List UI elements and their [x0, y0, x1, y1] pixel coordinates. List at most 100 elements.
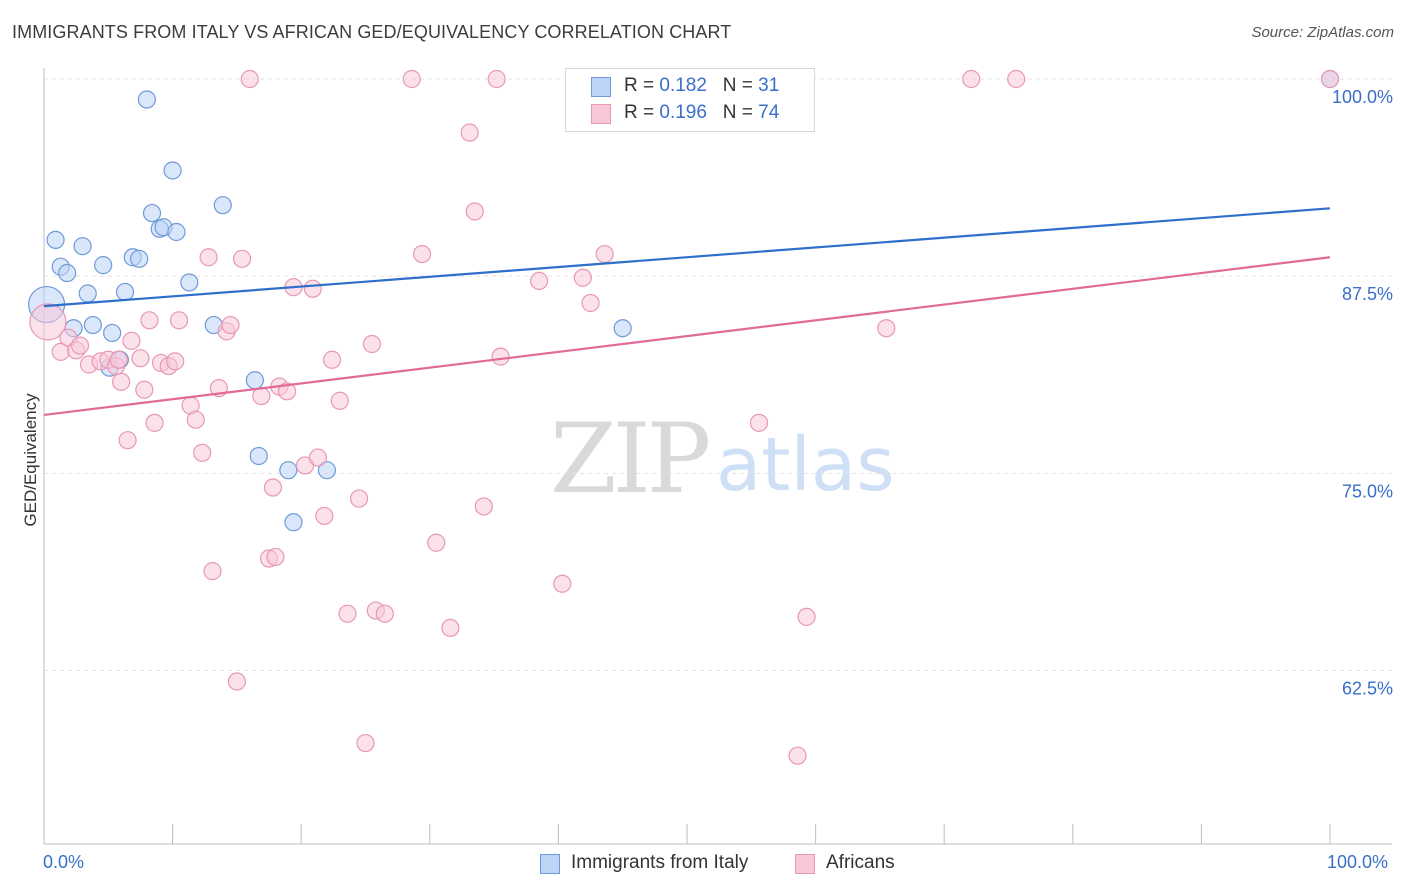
italy-point [115, 282, 135, 302]
legend-label-africans: Africans [826, 852, 895, 873]
africans-point [135, 380, 154, 399]
africans-point [308, 448, 328, 467]
africans-point [166, 352, 185, 371]
africans-point [303, 279, 322, 298]
n-value-italy: 31 [758, 75, 780, 96]
africans-point [375, 604, 394, 623]
y-tick-label: 100.0% [1332, 87, 1393, 107]
africans-point [140, 311, 159, 330]
africans-point [427, 533, 446, 552]
italy-point [142, 203, 162, 223]
africans-point [70, 336, 90, 355]
africans-point [474, 497, 493, 516]
italy-point [137, 90, 156, 109]
r-value-africans: 0.196 [659, 102, 707, 123]
italy-point [83, 315, 102, 335]
africans-point [315, 506, 334, 526]
africans-point [553, 574, 572, 593]
grid-layer [44, 78, 1392, 671]
africans-point [362, 334, 382, 354]
r-label: R = [624, 75, 655, 96]
africans-point [441, 618, 460, 638]
italy-point [94, 256, 113, 275]
africans-point [460, 123, 479, 142]
italy-trend-line [43, 207, 1331, 308]
africans-point [145, 413, 164, 432]
africans-point [356, 733, 375, 753]
italy-legend-swatch [540, 854, 560, 874]
y-tick-label: 87.5% [1342, 284, 1393, 304]
africans-point [266, 547, 285, 567]
africans-point [749, 413, 769, 432]
africans-point [487, 69, 506, 89]
chart-title: IMMIGRANTS FROM ITALY VS AFRICAN GED/EQU… [12, 22, 732, 42]
africans-point [402, 69, 421, 89]
italy-point [163, 161, 182, 180]
africans-point [122, 331, 141, 350]
trend-layer [43, 207, 1331, 417]
africans-point [193, 443, 212, 462]
africans-point [112, 372, 131, 391]
africans-swatch [591, 104, 611, 124]
r-value-italy: 0.182 [659, 75, 707, 96]
africans-point [412, 244, 432, 264]
africans-point [465, 202, 484, 221]
italy-point [613, 319, 632, 338]
axis-layer: 62.5% 75.0% 87.5% 100.0% [43, 68, 1393, 845]
x-tick-label-max: 100.0% [1327, 852, 1389, 872]
italy-point [46, 230, 65, 249]
africans-point [491, 347, 510, 366]
africans-point [263, 478, 283, 497]
africans-point [199, 248, 218, 267]
x-tick-label-min: 0.0% [43, 852, 85, 872]
africans-point [169, 311, 189, 330]
africans-point [530, 271, 549, 290]
n-label: N = [722, 75, 753, 96]
africans-point [232, 249, 252, 268]
italy-point [180, 273, 199, 292]
source-note: Source: ZipAtlas.com [1251, 24, 1394, 41]
italy-point [73, 237, 92, 256]
italy-point [245, 371, 265, 390]
italy-point [284, 513, 303, 532]
y-axis-title: GED/Equivalency [21, 393, 40, 527]
italy-point [317, 461, 337, 480]
n-label: N = [722, 102, 753, 123]
africans-point [595, 244, 614, 264]
watermark-zip: ZIP [550, 403, 709, 515]
italy-point [58, 263, 77, 283]
italy-swatch [591, 77, 611, 97]
n-value-africans: 74 [758, 102, 780, 123]
africans-point [349, 489, 369, 508]
y-tick-label: 62.5% [1342, 678, 1393, 698]
africans-point [1320, 69, 1340, 89]
africans-point [186, 410, 205, 429]
italy-point [249, 446, 268, 466]
italy-point [167, 222, 186, 242]
africans-point [221, 315, 240, 335]
r-label: R = [624, 102, 655, 123]
africans-point [29, 303, 67, 341]
africans-point [338, 604, 357, 623]
africans-legend-swatch [795, 854, 815, 874]
italy-point [279, 461, 298, 480]
legend-label-italy: Immigrants from Italy [571, 852, 749, 873]
africans-point [118, 431, 137, 450]
africans-point [788, 746, 807, 765]
watermark-atlas: atlas [716, 422, 895, 508]
africans-point [109, 350, 128, 369]
africans-point [322, 350, 342, 369]
africans-point [797, 607, 816, 626]
africans-point [240, 69, 259, 89]
y-tick-label: 75.0% [1342, 481, 1393, 501]
italy-point [213, 196, 232, 215]
points-layer [27, 69, 1340, 765]
africans-point [330, 391, 349, 410]
africans-trend-line [43, 256, 1331, 417]
africans-point [277, 382, 297, 401]
africans-point [962, 69, 981, 89]
italy-point [78, 284, 97, 303]
stats-legend: R = 0.182 N = 31 R = 0.196 N = 74 [565, 68, 815, 132]
africans-point [203, 562, 222, 581]
africans-point [581, 293, 600, 313]
